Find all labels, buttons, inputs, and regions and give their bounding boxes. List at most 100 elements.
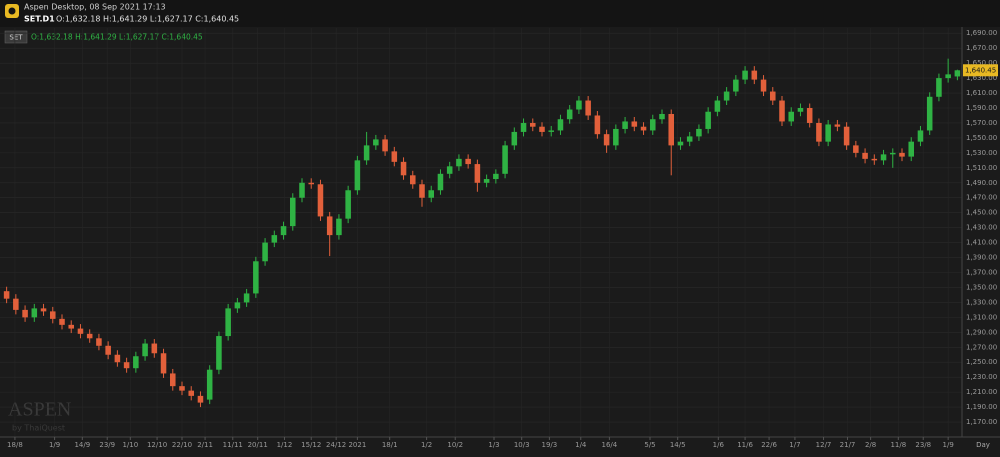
symbol: SET.D1 [24, 15, 55, 24]
x-tick-label: 1/9 [49, 441, 60, 449]
candle-body [779, 100, 785, 122]
last-price-label: 1,640.45 [965, 66, 996, 74]
candle-body [188, 390, 194, 396]
candle-body [816, 122, 822, 142]
candle-body [160, 353, 167, 374]
candle-body [834, 124, 841, 127]
candle-body [797, 108, 804, 112]
candle-body [890, 152, 896, 155]
y-tick-label: 1,390.00 [966, 254, 997, 262]
candle-body [557, 119, 564, 131]
candle-body [917, 130, 924, 142]
x-tick-label: 11/11 [223, 441, 243, 449]
candle-body [170, 373, 176, 387]
candle-body [142, 343, 148, 357]
y-tick-label: 1,550.00 [966, 134, 997, 142]
candle-body [373, 139, 379, 146]
y-tick-label: 1,450.00 [966, 209, 997, 217]
y-tick-label: 1,610.00 [966, 89, 997, 97]
candle-body [622, 121, 628, 129]
candle-body [686, 136, 693, 142]
last-price-box [963, 64, 998, 77]
title-bar [0, 0, 1000, 27]
candle-body [465, 158, 471, 165]
candle-body [216, 336, 222, 370]
y-tick-label: 1,590.00 [966, 104, 997, 112]
app-title: Aspen Desktop, 08 Sep 2021 17:13 [24, 3, 166, 12]
y-tick-label: 1,690.00 [966, 29, 997, 37]
watermark: ASPEN [8, 399, 71, 421]
x-tick-label: 1/9 [943, 441, 954, 449]
candle-body [530, 122, 536, 127]
candle-body [640, 126, 647, 131]
candle-body [696, 128, 702, 137]
candle-body [539, 126, 545, 132]
candle-body [345, 190, 351, 219]
y-tick-label: 1,250.00 [966, 358, 997, 366]
y-tick-label: 1,170.00 [966, 418, 997, 426]
candle-body [594, 115, 601, 135]
candle-body [548, 130, 554, 132]
y-tick-label: 1,650.00 [966, 59, 997, 67]
x-tick-label: 23/9 [99, 441, 115, 449]
candle-body [428, 190, 434, 198]
candle-body [290, 197, 296, 227]
candle-body [206, 369, 213, 400]
y-tick-label: 1,330.00 [966, 298, 997, 306]
candle-body [86, 333, 93, 339]
candle-body [566, 109, 573, 120]
candle-body [271, 235, 278, 243]
candle-body [179, 386, 185, 391]
x-tick-label: 10/3 [514, 441, 530, 449]
app-icon-mark [8, 7, 16, 15]
x-tick-label: 1/6 [713, 441, 725, 449]
y-tick-label: 1,270.00 [966, 343, 997, 351]
x-tick-label: 1/10 [122, 441, 138, 449]
x-tick-label: 24/12 [326, 441, 346, 449]
x-tick-label: 1/7 [789, 441, 800, 449]
x-tick-label: 12/7 [816, 441, 832, 449]
candle-body [391, 151, 398, 162]
candle-body [13, 298, 19, 310]
candle-body [22, 309, 28, 318]
candle-body [705, 111, 711, 129]
candle-body [880, 154, 887, 161]
y-tick-label: 1,530.00 [966, 149, 997, 157]
candle-body [317, 184, 324, 217]
candle-body [668, 113, 674, 146]
y-tick-label: 1,210.00 [966, 388, 997, 396]
y-tick-label: 1,470.00 [966, 194, 997, 202]
candle-body [631, 121, 638, 127]
candle-body [133, 356, 139, 369]
ohlc: O:1,632.18 H:1,641.29 L:1,627.17 C:1,640… [56, 15, 239, 24]
x-tick-label: 14/9 [74, 441, 90, 449]
candle-body [299, 182, 305, 198]
candle-body [603, 134, 610, 146]
legend-ohlc: O:1,632.18 H:1,641.29 L:1,627.17 C:1,640… [31, 33, 203, 42]
watermark-sub: by ThaiQuest [12, 424, 65, 433]
candle-body [899, 152, 905, 157]
candle-body [659, 113, 665, 120]
candle-body [50, 311, 56, 319]
candle-body [382, 139, 388, 152]
x-tick-label: 19/3 [542, 441, 558, 449]
y-tick-label: 1,290.00 [966, 328, 997, 336]
candle-body [862, 152, 868, 159]
x-tick-label: 2/8 [865, 441, 876, 449]
candle-body [419, 184, 425, 198]
y-tick-label: 1,370.00 [966, 269, 997, 277]
candle-body [59, 318, 65, 325]
candle-body [760, 79, 767, 92]
candle-body [456, 158, 462, 167]
candle-body [585, 100, 591, 116]
candle-body [225, 308, 231, 337]
candle-body [825, 124, 831, 142]
candle-body [806, 108, 813, 123]
x-tick-label: 15/12 [301, 441, 321, 449]
candle-body [363, 145, 370, 161]
x-tick-label: 1/12 [277, 441, 293, 449]
candle-body [788, 111, 794, 122]
candle-body [511, 131, 518, 146]
